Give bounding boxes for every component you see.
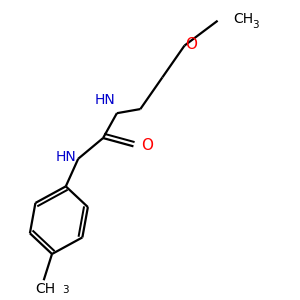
Text: CH: CH <box>233 12 253 26</box>
Text: HN: HN <box>95 93 116 107</box>
Text: CH: CH <box>35 282 55 296</box>
Text: O: O <box>185 37 197 52</box>
Text: 3: 3 <box>252 20 259 30</box>
Text: 3: 3 <box>62 285 69 295</box>
Text: O: O <box>141 138 153 153</box>
Text: HN: HN <box>56 149 77 164</box>
